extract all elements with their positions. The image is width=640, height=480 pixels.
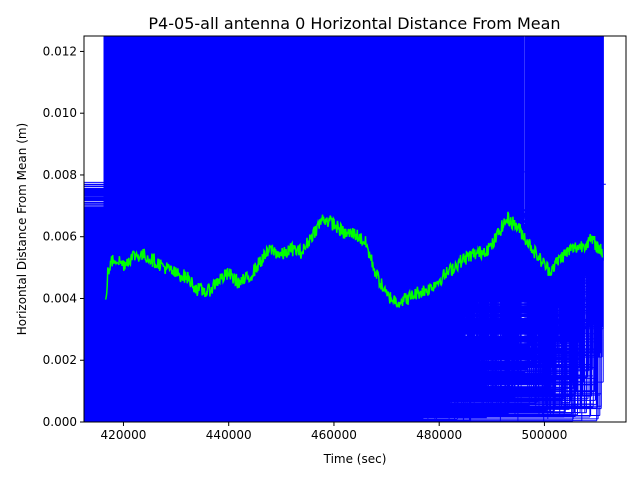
scatter-point [235, 202, 243, 210]
scatter-point [183, 227, 191, 235]
scatter-outliers [104, 146, 606, 265]
scatter-point [283, 233, 291, 241]
scatter-point [446, 257, 454, 265]
scatter-point [133, 189, 141, 197]
scatter-point [496, 208, 504, 216]
scatter-point [296, 230, 304, 238]
scatter-point [598, 180, 606, 188]
plot-frame [83, 35, 627, 423]
scatter-point [551, 233, 559, 241]
x-axis: 420000 440000 460000 480000 500000 [101, 422, 568, 442]
y-axis-label: Horizontal Distance From Mean (m) [15, 123, 29, 335]
scatter-point [509, 168, 517, 176]
mean-line [104, 211, 604, 308]
y-axis: 0.000 0.002 0.004 0.006 0.008 0.010 0.012 [43, 44, 84, 429]
x-tick-label: 460000 [311, 428, 357, 442]
scatter-point [104, 217, 112, 225]
scatter-point [425, 233, 433, 241]
scatter-point [588, 217, 596, 225]
scatter-point [414, 233, 422, 241]
x-tick-label: 440000 [206, 428, 252, 442]
scatter-point [164, 205, 172, 213]
scatter-point [393, 217, 401, 225]
scatter-point [227, 189, 235, 197]
scatter-point [404, 227, 412, 235]
scatter-point [475, 239, 483, 247]
scatter-point [248, 227, 256, 235]
scatter-point [319, 227, 327, 235]
scatter-point [222, 174, 230, 182]
scatter-point [193, 214, 201, 222]
scatter-point [580, 208, 588, 216]
y-tick-label: 0.010 [43, 106, 77, 120]
scatter-point [504, 162, 512, 170]
y-tick-label: 0.004 [43, 291, 77, 305]
scatter-point [525, 211, 533, 219]
mean-line-layer [104, 211, 604, 308]
scatter-point [125, 202, 133, 210]
scatter-point [519, 168, 527, 176]
scatter-point [259, 233, 267, 241]
y-tick-label: 0.008 [43, 168, 77, 182]
chart-title: P4-05-all antenna 0 Horizontal Distance … [148, 14, 560, 33]
scatter-point [304, 223, 312, 231]
scatter-point [543, 239, 551, 247]
scatter-point [206, 196, 214, 204]
scatter-point [572, 220, 580, 228]
scatter-point [201, 171, 209, 179]
scatter-point [269, 217, 277, 225]
scatter-point [435, 239, 443, 247]
scatter-point [138, 183, 146, 191]
scatter-point [167, 177, 175, 185]
scatter-point [462, 245, 470, 253]
y-tick-label: 0.000 [43, 415, 77, 429]
scatter-point [114, 193, 122, 201]
x-tick-label: 480000 [416, 428, 462, 442]
scatter-point [240, 208, 248, 216]
scatter-point [501, 180, 509, 188]
y-tick-label: 0.012 [43, 44, 77, 58]
scatter-point [383, 223, 391, 231]
scatter-point [514, 189, 522, 197]
x-tick-label: 500000 [522, 428, 568, 442]
scatter-point [369, 245, 377, 253]
y-tick-label: 0.006 [43, 230, 77, 244]
scatter-point [561, 227, 569, 235]
scatter-point [359, 245, 367, 253]
x-axis-label: Time (sec) [323, 452, 387, 466]
x-tick-label: 420000 [101, 428, 147, 442]
scatter-point [143, 146, 151, 154]
scatter-point [214, 217, 222, 225]
y-tick-label: 0.002 [43, 353, 77, 367]
scatter-point [535, 227, 543, 235]
plot-area [84, 36, 606, 422]
scatter-point [154, 211, 162, 219]
